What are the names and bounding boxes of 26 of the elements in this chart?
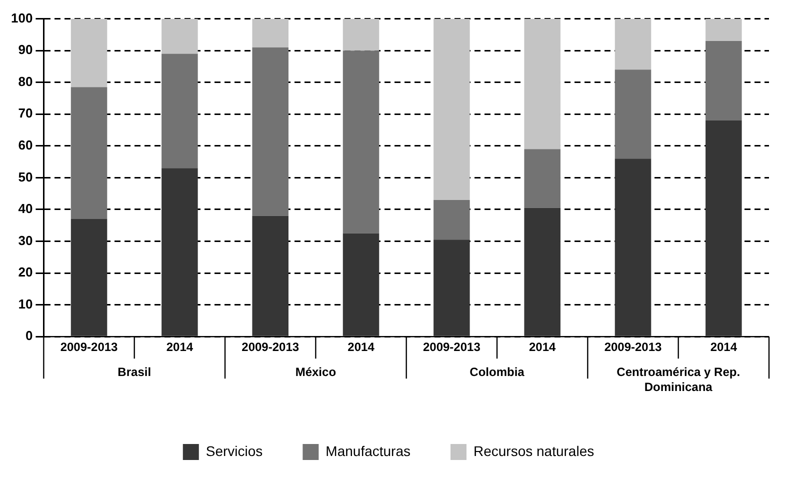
y-tick-label: 70 [18, 106, 33, 121]
y-tick-label: 20 [18, 264, 33, 280]
x-tick-label: 2009-2013 [422, 340, 481, 354]
x-tick-label: 2014 [710, 340, 738, 354]
y-tick-label: 40 [18, 201, 33, 216]
x-tick-label: 2009-2013 [604, 340, 662, 354]
legend-label: Manufacturas [326, 442, 411, 459]
legend-label: Recursos naturales [474, 442, 594, 459]
y-tick-label: 50 [18, 169, 33, 184]
x-tick-label: 2009-2013 [242, 340, 300, 354]
y-tick-label: 0 [25, 328, 33, 344]
y-tick-label: 30 [18, 232, 33, 248]
y-tick-label: 80 [18, 74, 33, 89]
legend-label: Servicios [206, 442, 263, 459]
text: México [295, 364, 336, 379]
x-tick-label: 2009-2013 [60, 340, 118, 354]
y-tick-label: 90 [18, 42, 33, 58]
text: Centroamérica y Rep. Dominicana [616, 364, 740, 394]
y-tick-label: 100 [10, 10, 33, 26]
x-tick-label: 2014 [348, 340, 375, 354]
text: Brasil [118, 364, 152, 379]
y-tick-label: 10 [18, 296, 33, 312]
x-tick-label: 2014 [166, 340, 194, 354]
y-tick-label: 60 [18, 138, 33, 152]
x-tick-label: 2014 [528, 340, 556, 354]
text: Colombia [470, 364, 525, 379]
